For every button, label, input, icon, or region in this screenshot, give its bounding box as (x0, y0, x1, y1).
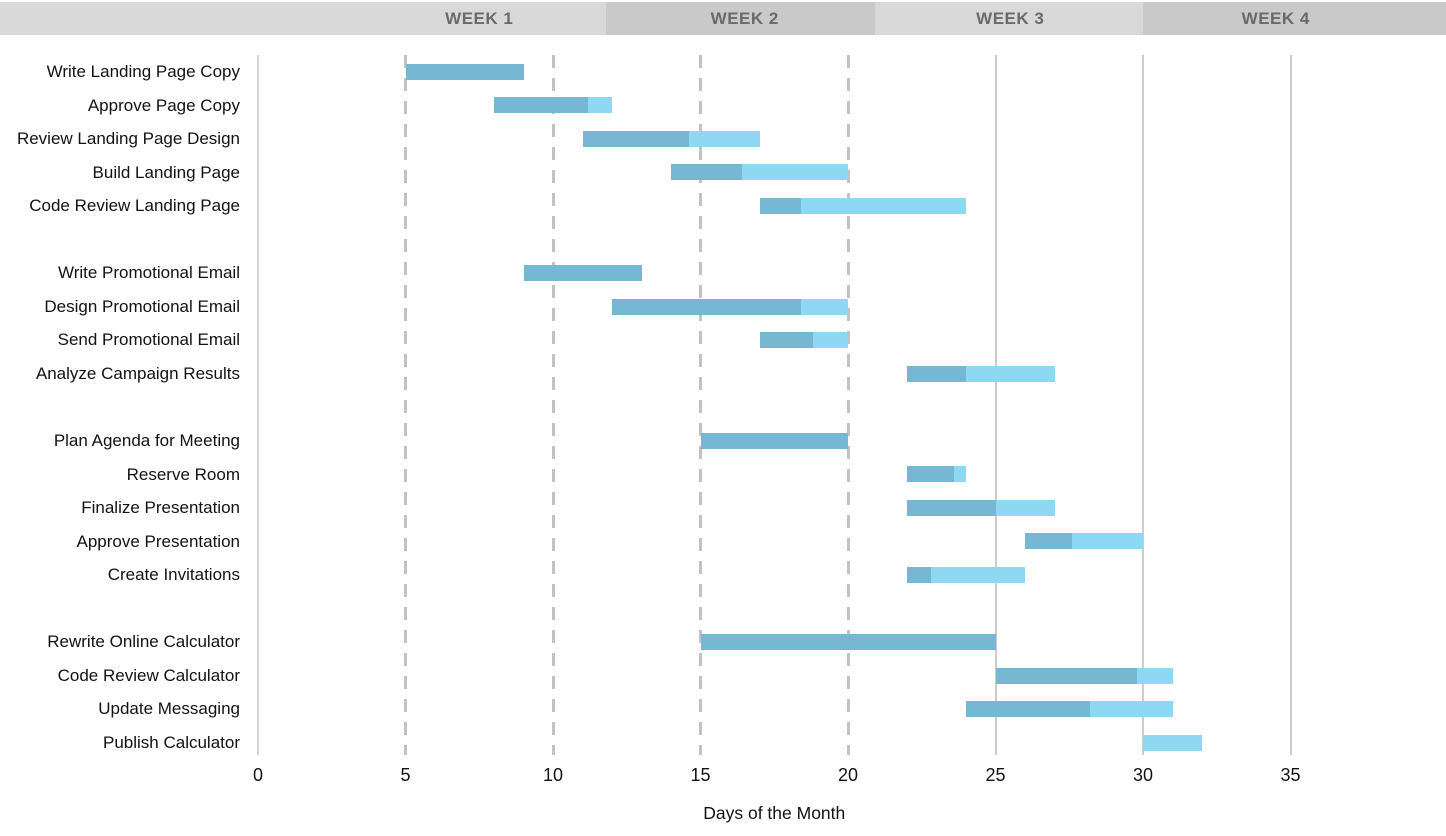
gantt-bar (966, 701, 1173, 718)
gridline-day-0 (257, 55, 259, 755)
gantt-bar (1143, 734, 1202, 751)
gantt-bar (700, 634, 996, 651)
gantt-bar-progress (582, 130, 689, 147)
gantt-bar (612, 298, 848, 315)
gantt-bar-progress (494, 97, 589, 114)
gantt-bar (582, 130, 760, 147)
week-4-label: WEEK 4 (1241, 9, 1310, 28)
gantt-bar (907, 567, 1025, 584)
gridline-day-5 (404, 55, 407, 755)
gantt-bar-progress (700, 634, 996, 651)
gantt-bar-progress (759, 332, 813, 349)
gantt-bar (759, 332, 848, 349)
gantt-bar (523, 265, 642, 282)
x-axis-title: Days of the Month (703, 803, 846, 823)
gantt-bar-progress (907, 466, 955, 483)
week-band-dark-segment (606, 2, 875, 35)
gridline-day-30 (1142, 55, 1144, 755)
gantt-bar-progress (612, 298, 801, 315)
gantt-bar (494, 97, 612, 114)
gantt-bar (671, 164, 848, 181)
task-label: Design Promotional Email (44, 296, 240, 316)
week-3-label: WEEK 3 (976, 9, 1045, 28)
x-tick-label-5: 5 (400, 765, 411, 785)
task-label: Write Promotional Email (57, 263, 240, 283)
task-label: Rewrite Online Calculator (47, 632, 240, 652)
task-label: Build Landing Page (92, 162, 240, 182)
gantt-bar-progress (995, 667, 1138, 684)
gantt-bar-progress (907, 365, 966, 382)
gantt-bar (700, 432, 848, 449)
gantt-bar (907, 466, 966, 483)
task-label: Plan Agenda for Meeting (53, 431, 240, 451)
task-label: Write Landing Page Copy (46, 62, 240, 81)
gridline-day-25 (994, 55, 997, 755)
gantt-bar-progress (907, 567, 931, 584)
gantt-bar-progress (671, 164, 742, 181)
gantt-bar-progress (907, 499, 996, 516)
gantt-bar (405, 63, 524, 80)
task-label: Create Invitations (107, 565, 240, 585)
task-label: Finalize Presentation (81, 498, 240, 518)
plot-area: Write Landing Page Copy Approve Page Copy… (0, 35, 1446, 836)
gantt-bar (907, 365, 1055, 382)
x-tick-label-15: 15 (690, 765, 711, 785)
gantt-bar-progress (523, 265, 642, 282)
gridline-day-10 (551, 55, 555, 755)
task-label: Update Messaging (98, 699, 240, 719)
task-label: Analyze Campaign Results (35, 363, 240, 383)
gantt-bar (995, 667, 1173, 684)
x-tick-label-0: 0 (252, 765, 264, 785)
task-label: Approve Page Copy (87, 95, 240, 115)
x-tick-label-25: 25 (985, 765, 1006, 785)
task-label: Send Promotional Email (57, 330, 240, 350)
gantt-bar (907, 499, 1055, 516)
week-2-label: WEEK 2 (710, 9, 779, 28)
x-tick-label-35: 35 (1280, 765, 1301, 785)
x-tick-label-10: 10 (542, 765, 564, 785)
x-tick-label-30: 30 (1132, 765, 1154, 785)
gridline-day-20 (846, 55, 850, 755)
gantt-bar (759, 197, 966, 214)
gantt-bar-progress (405, 63, 524, 80)
week-band-dark-segment (1143, 2, 1446, 35)
task-label: Reserve Room (126, 464, 240, 484)
gridline-day-35 (1289, 55, 1292, 755)
gantt-bar-progress (700, 432, 848, 449)
task-label: Review Landing Page Design (16, 129, 240, 149)
week-header-band: WEEK 1 WEEK 2 WEEK 3 WEEK 4 (0, 2, 1446, 35)
gantt-bar-progress (1025, 533, 1073, 550)
gridline-day-15 (699, 55, 702, 755)
gantt-bar-progress (966, 701, 1090, 718)
task-label: Code Review Calculator (57, 665, 240, 685)
gantt-bar (1025, 533, 1143, 550)
task-label: Publish Calculator (102, 733, 240, 752)
task-label: Code Review Landing Page (29, 196, 240, 216)
x-tick-label-20: 20 (837, 765, 859, 785)
gantt-bar-progress (759, 197, 801, 214)
week-1-label: WEEK 1 (445, 9, 514, 28)
task-label: Approve Presentation (76, 531, 241, 551)
